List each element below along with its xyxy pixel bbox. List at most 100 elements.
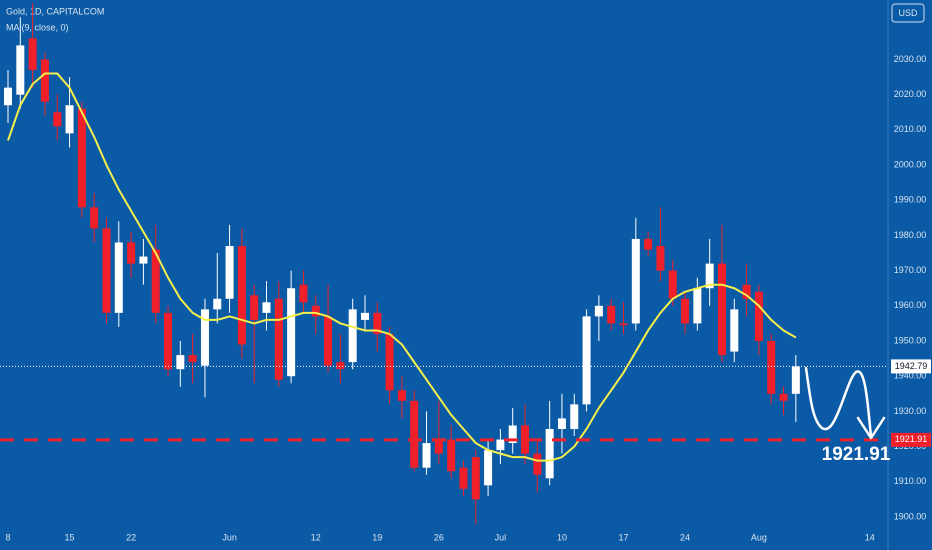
candle-body <box>16 45 25 95</box>
x-tick-label: 12 <box>311 532 321 542</box>
candle-body <box>619 323 628 326</box>
candle-body <box>397 390 406 401</box>
candle-body <box>521 425 530 454</box>
candle-body <box>274 298 283 380</box>
candle-body <box>717 263 726 356</box>
candle-body <box>434 439 443 454</box>
y-tick-label: 1900.00 <box>894 511 927 521</box>
candle-body <box>151 249 160 313</box>
candle-body <box>508 425 517 444</box>
y-tick-label: 1950.00 <box>894 335 927 345</box>
candle-body <box>594 305 603 317</box>
candle-body <box>114 242 123 313</box>
last-price-label: 1942.79 <box>895 361 928 371</box>
level-annotation: 1921.91 <box>822 444 891 465</box>
level-label: 1921.91 <box>895 434 928 444</box>
ma-line <box>7 72 797 462</box>
candle-body <box>53 112 62 127</box>
x-tick-label: 24 <box>680 532 690 542</box>
candle-body <box>656 245 665 271</box>
last-price-box <box>891 359 931 374</box>
candle-body <box>40 59 49 102</box>
candle-body <box>385 333 394 391</box>
candle-body <box>730 309 739 352</box>
x-tick-label: 10 <box>557 532 567 542</box>
candle-body <box>348 309 357 363</box>
y-tick-label: 1910.00 <box>894 476 927 486</box>
candle-body <box>447 439 456 472</box>
candle-body <box>164 312 173 370</box>
candle-body <box>607 305 616 324</box>
candle-body <box>311 305 320 317</box>
candle-body <box>557 418 566 429</box>
x-tick-label: 22 <box>126 532 136 542</box>
candle-body <box>28 38 37 71</box>
candle-body <box>65 105 74 134</box>
y-tick-label: 2000.00 <box>894 159 927 169</box>
y-tick-label: 1960.00 <box>894 300 927 310</box>
candle-body <box>90 207 99 229</box>
x-tick-label: 14 <box>865 532 875 542</box>
candle-body <box>77 108 86 208</box>
level-box <box>891 432 931 447</box>
y-tick-label: 2020.00 <box>894 89 927 99</box>
currency-button[interactable] <box>891 3 925 23</box>
arrow-head <box>856 416 886 440</box>
x-tick-label: 19 <box>372 532 382 542</box>
candle-body <box>767 341 776 394</box>
y-tick-label: 1930.00 <box>894 406 927 416</box>
candle-body <box>742 284 751 299</box>
chart-title: Gold, 1D, CAPITALCOM <box>6 6 104 16</box>
candle-body <box>754 291 763 342</box>
y-tick-label: 1990.00 <box>894 195 927 205</box>
candle-body <box>410 400 419 468</box>
candle-body <box>250 295 259 320</box>
candle-body <box>681 298 690 324</box>
candle-body <box>188 355 197 363</box>
candle-body <box>287 288 296 377</box>
candle-body <box>582 316 591 405</box>
candle-body <box>459 467 468 489</box>
currency-label[interactable]: USD <box>898 8 918 18</box>
candle-body <box>373 312 382 334</box>
x-tick-label: 26 <box>434 532 444 542</box>
candle-body <box>139 256 148 264</box>
candle-body <box>102 228 111 313</box>
x-tick-label: Aug <box>751 532 767 542</box>
candle-body <box>324 316 333 366</box>
x-tick-label: 8 <box>5 532 10 542</box>
candle-body <box>237 245 246 345</box>
legend-entry: MA (9, close, 0) <box>6 22 69 32</box>
candle-body <box>668 270 677 299</box>
candle-body <box>336 362 345 370</box>
candle-body <box>791 366 800 394</box>
y-tick-label: 1940.00 <box>894 371 927 381</box>
candle-body <box>644 238 653 250</box>
candle-body <box>422 443 431 468</box>
candle-body <box>545 428 554 479</box>
candle-body <box>360 312 369 320</box>
candle-body <box>533 453 542 475</box>
candle-body <box>176 355 185 370</box>
candle-body <box>200 309 209 366</box>
x-tick-label: Jun <box>222 532 237 542</box>
projection-arrow <box>804 366 873 438</box>
candle-body <box>127 242 136 264</box>
candle-body <box>779 393 788 401</box>
candle-body <box>705 263 714 289</box>
x-tick-label: 15 <box>65 532 75 542</box>
candle-body <box>225 245 234 299</box>
y-tick-label: 2010.00 <box>894 124 927 134</box>
y-tick-label: 1980.00 <box>894 230 927 240</box>
candle-body <box>299 284 308 303</box>
candle-body <box>693 288 702 324</box>
candle-body <box>262 302 271 313</box>
candle-body <box>496 439 505 451</box>
y-tick-label: 1970.00 <box>894 265 927 275</box>
x-tick-label: 17 <box>618 532 628 542</box>
y-tick-label: 2030.00 <box>894 54 927 64</box>
candle-body <box>471 457 480 500</box>
